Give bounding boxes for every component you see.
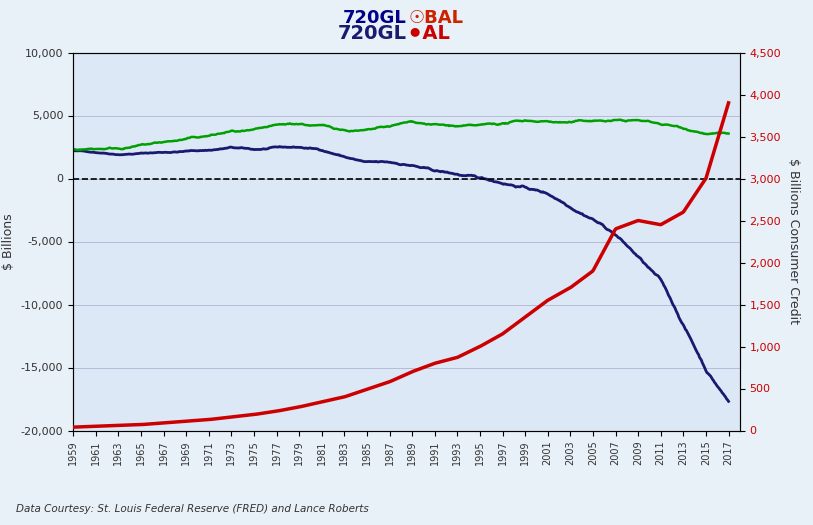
Y-axis label: $ Billions: $ Billions: [2, 213, 15, 270]
Line: Gap with CC and Transfer Payments: Gap with CC and Transfer Payments: [73, 120, 728, 150]
Consumer Credit (RHS): [724, 100, 733, 106]
Consumer Credit (RHS): [228, 414, 238, 420]
Gap with CC and Transfer Payments: [724, 130, 733, 136]
Text: 720GL: 720GL: [337, 24, 406, 43]
GAP  DPI less Cost of Living: [499, 181, 509, 187]
Text: ☉BAL: ☉BAL: [408, 9, 463, 27]
Gap with CC and Transfer Payments: [74, 147, 84, 153]
Line: GAP  DPI less Cost of Living: GAP DPI less Cost of Living: [73, 146, 728, 401]
Consumer Credit (RHS): [578, 275, 588, 281]
Consumer Credit (RHS): [659, 220, 669, 226]
GAP  DPI less Cost of Living: [724, 398, 733, 404]
Consumer Credit (RHS): [276, 407, 285, 414]
GAP  DPI less Cost of Living: [275, 143, 285, 150]
GAP  DPI less Cost of Living: [68, 148, 78, 154]
Text: ⚫AL: ⚫AL: [406, 24, 450, 43]
GAP  DPI less Cost of Living: [228, 144, 238, 151]
Gap with CC and Transfer Payments: [254, 125, 263, 131]
GAP  DPI less Cost of Living: [253, 146, 263, 153]
Gap with CC and Transfer Payments: [68, 146, 78, 153]
Text: 720GL: 720GL: [343, 9, 406, 27]
Gap with CC and Transfer Payments: [276, 121, 286, 128]
GAP  DPI less Cost of Living: [660, 284, 670, 290]
Y-axis label: $ Billions Consumer Credit: $ Billions Consumer Credit: [787, 159, 800, 324]
Gap with CC and Transfer Payments: [499, 121, 509, 127]
GAP  DPI less Cost of Living: [580, 213, 589, 219]
Consumer Credit (RHS): [498, 330, 508, 337]
Gap with CC and Transfer Payments: [615, 117, 624, 123]
Consumer Credit (RHS): [68, 424, 78, 430]
Text: Data Courtesy: St. Louis Federal Reserve (FRED) and Lance Roberts: Data Courtesy: St. Louis Federal Reserve…: [16, 505, 369, 514]
GAP  DPI less Cost of Living: [276, 144, 286, 150]
Gap with CC and Transfer Payments: [580, 118, 589, 124]
Gap with CC and Transfer Payments: [661, 122, 671, 128]
Gap with CC and Transfer Payments: [229, 128, 239, 134]
Consumer Credit (RHS): [253, 411, 263, 417]
Line: Consumer Credit (RHS): Consumer Credit (RHS): [73, 103, 728, 427]
